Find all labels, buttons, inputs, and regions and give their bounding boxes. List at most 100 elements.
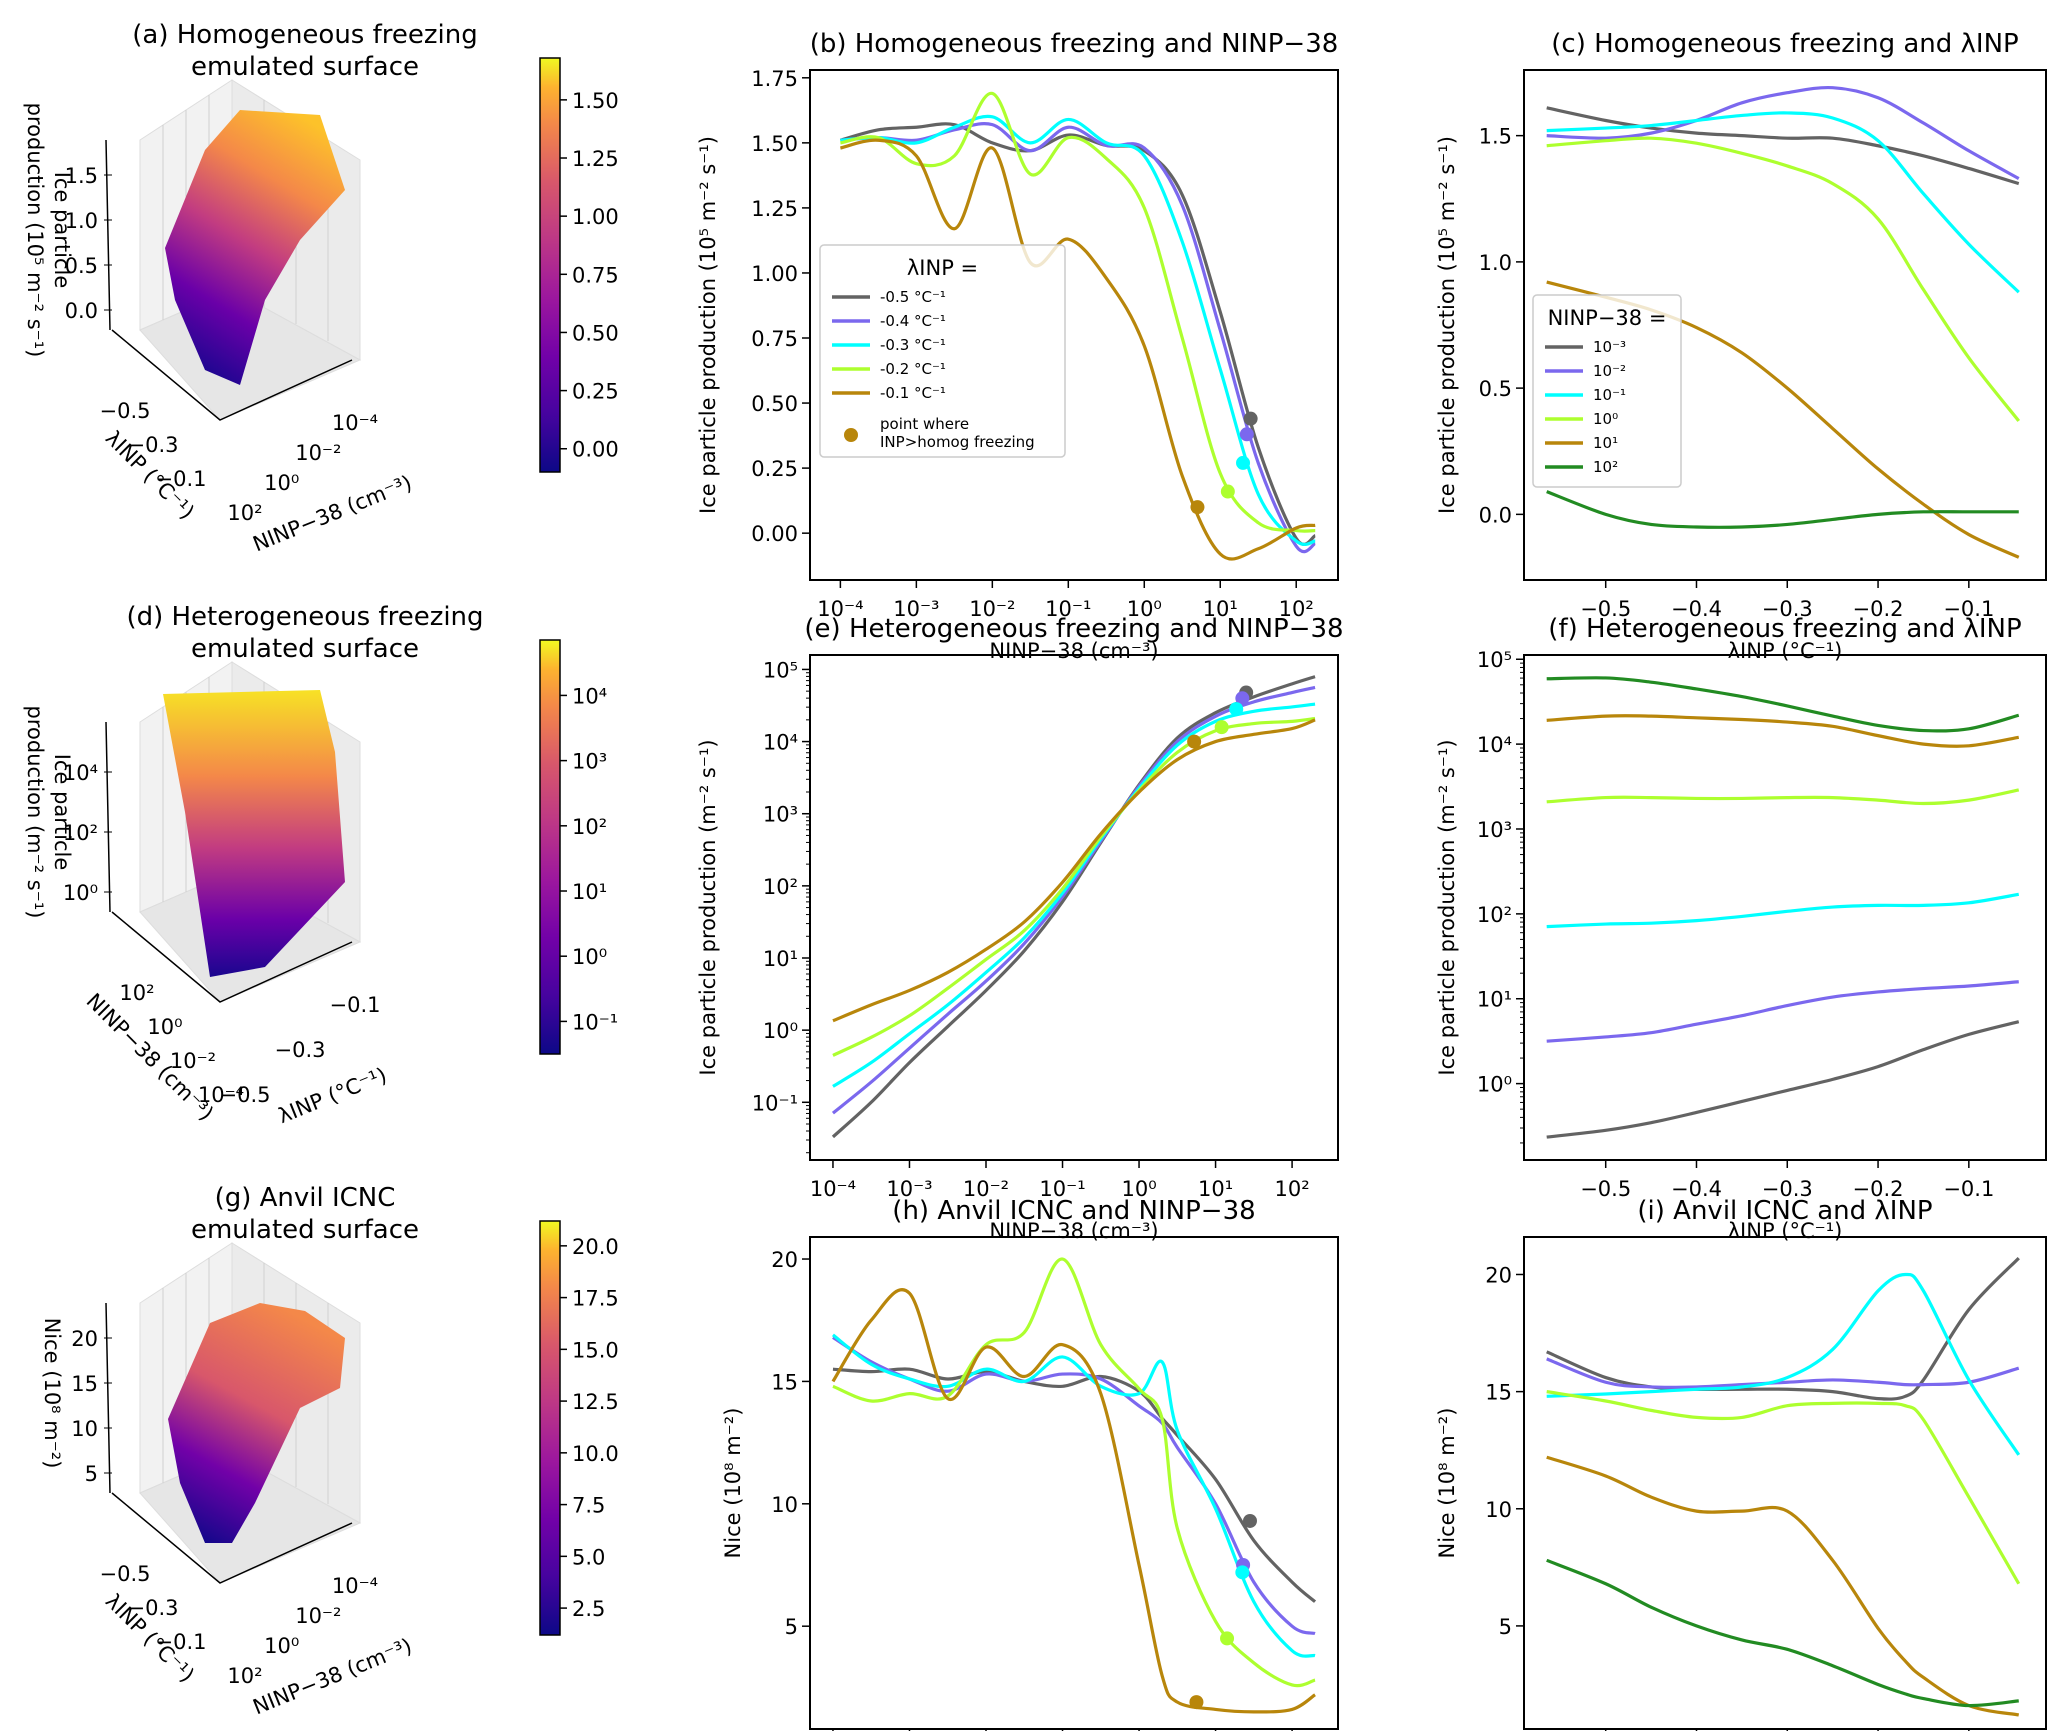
axis-tick-label: 10⁻⁴ [332, 1574, 378, 1598]
y-tick-label: 10⁵ [763, 658, 798, 682]
z-tick-label: 5 [85, 1462, 98, 1486]
colorbar-tick-label: 12.5 [572, 1390, 619, 1414]
base-axis-line [111, 911, 353, 1003]
series-line-1 [832, 1336, 1316, 1636]
z-axis-label: production (10⁵ m⁻² s⁻¹) [23, 103, 47, 358]
y-tick-label: 5 [1499, 1615, 1512, 1639]
series-line-0 [832, 1367, 1317, 1603]
x-tick-label: 10⁻¹ [1039, 1177, 1085, 1201]
z-axis-line [105, 1302, 111, 1494]
panel-c: (c) Homogeneous freezing and λINP −0.5 −0.… [1435, 29, 2047, 663]
y-axis-label: Ice particle production (10⁵ m⁻² s⁻¹) [1435, 136, 1459, 514]
legend-entry: 10⁻¹ [1593, 386, 1626, 404]
plot-frame [1523, 69, 2047, 581]
legend-box [819, 244, 1066, 458]
x-tick-label: 10⁻⁴ [810, 1177, 856, 1201]
axis-tick-label: 10² [227, 1664, 262, 1688]
x-tick-label: −0.5 [1580, 1177, 1631, 1201]
x-tick-label: 10² [1275, 1177, 1310, 1201]
series-line-2 [1546, 111, 2020, 294]
series-line-5 [1546, 1558, 2019, 1708]
right-axis-label: λINP (°C⁻¹) [275, 1063, 390, 1128]
panel-f: (f) Heterogeneous freezing and λINP −0.5 −… [1435, 614, 2047, 1243]
colorbar-tick-label: 10.0 [572, 1442, 619, 1466]
y-tick-label: 20 [1485, 1263, 1512, 1287]
series-line-1 [1546, 980, 2019, 1043]
crossover-marker [1243, 411, 1258, 426]
axis-tick-label: 10⁻² [295, 441, 341, 465]
series-line-5 [1546, 676, 2020, 733]
colorbar-tick-label: 20.0 [572, 1235, 619, 1259]
z-axis-label: Ice particle [50, 754, 74, 871]
colorbar-tick-label: 1.00 [572, 205, 619, 229]
y-tick-label: 10² [1477, 903, 1512, 927]
chart-title: (e) Heterogeneous freezing and NINP−38 [804, 614, 1343, 644]
x-tick-label: −0.2 [1853, 1177, 1904, 1201]
x-tick-label: −0.3 [1762, 597, 1813, 621]
x-axis-label: λINP (°C⁻¹) [1728, 1219, 1843, 1243]
axis-tick-label: −0.3 [128, 1596, 179, 1620]
axis-tick-label: 10⁻⁴ [198, 1083, 244, 1107]
x-tick-label: 10⁻³ [893, 597, 939, 621]
series-line-3 [832, 716, 1316, 1057]
y-tick-label: 10¹ [763, 947, 798, 971]
legend-entry: 10⁰ [1593, 410, 1618, 428]
series-line-4 [840, 138, 1316, 561]
colorbar [539, 57, 561, 473]
series-line-3 [840, 91, 1316, 533]
series-line-3 [1546, 788, 2020, 806]
z-tick-label: 20 [71, 1327, 98, 1351]
legend-entry: point where [880, 415, 969, 433]
legend-entry: -0.5 °C⁻¹ [880, 288, 946, 306]
colorbar-tick-label: 10³ [572, 750, 607, 774]
legend-entry: 10² [1593, 458, 1618, 476]
legend-title: NINP−38 = [1548, 306, 1667, 330]
colorbar-tick-label: 10⁰ [572, 945, 607, 969]
x-tick-label: 10⁻² [969, 597, 1015, 621]
z-tick-label: 1.5 [65, 164, 98, 188]
colorbar [539, 639, 561, 1055]
legend-entry: -0.4 °C⁻¹ [880, 312, 946, 330]
chart-title: (h) Anvil ICNC and NINP−38 [892, 1196, 1255, 1226]
crossover-marker [1235, 691, 1250, 706]
y-tick-label: 20 [771, 1248, 798, 1272]
y-axis-label: Nice (10⁸ m⁻²) [1435, 1408, 1459, 1559]
chart-title: (c) Homogeneous freezing and λINP [1551, 29, 2018, 59]
colorbar-tick-label: 10⁻¹ [572, 1010, 618, 1034]
legend-entry: 10⁻³ [1593, 338, 1626, 356]
y-tick-label: 1.25 [751, 197, 798, 221]
y-tick-label: 10⁰ [1477, 1073, 1512, 1097]
x-tick-label: 10⁻³ [886, 1177, 932, 1201]
legend-entry: -0.3 °C⁻¹ [880, 336, 946, 354]
chart-title: (d) Heterogeneous freezing [126, 602, 483, 632]
axis-tick-label: −0.5 [220, 1083, 271, 1107]
series-line-2 [840, 114, 1316, 546]
y-tick-label: 10⁻¹ [752, 1091, 798, 1115]
plot-frame [1523, 654, 2047, 1161]
legend-title: λINP = [907, 256, 978, 280]
series-line-2 [1546, 1272, 2021, 1456]
series-line-5 [1546, 490, 2019, 529]
axis-tick-label: −0.5 [100, 1562, 151, 1586]
series-line-0 [1546, 1020, 2020, 1139]
y-tick-label: 10 [771, 1493, 798, 1517]
axis-tick-label: 10² [227, 501, 262, 525]
crossover-marker [1187, 734, 1202, 749]
panel-h: (h) Anvil ICNC and NINP−3810⁻⁴10⁻³10⁻²10… [721, 1196, 1339, 1731]
axis-tick-label: −0.1 [330, 993, 381, 1017]
emulated-surface [168, 1303, 345, 1543]
z-tick-label: 10⁰ [63, 881, 98, 905]
x-axis-label: NINP−38 (cm⁻³) [989, 1219, 1158, 1243]
x-tick-label: −0.1 [1943, 1177, 1994, 1201]
plot-frame [809, 1236, 1339, 1730]
chart-title: (a) Homogeneous freezing [132, 20, 477, 50]
x-tick-label: 10⁻¹ [1045, 597, 1091, 621]
x-tick-label: 10⁰ [1127, 597, 1162, 621]
axis-tick-label: −0.3 [128, 433, 179, 457]
series-line-4 [1546, 1455, 2020, 1717]
series-line-4 [831, 1288, 1316, 1714]
y-axis-label: Ice particle production (m⁻² s⁻¹) [696, 739, 720, 1075]
colorbar-tick-label: 5.0 [572, 1545, 605, 1569]
